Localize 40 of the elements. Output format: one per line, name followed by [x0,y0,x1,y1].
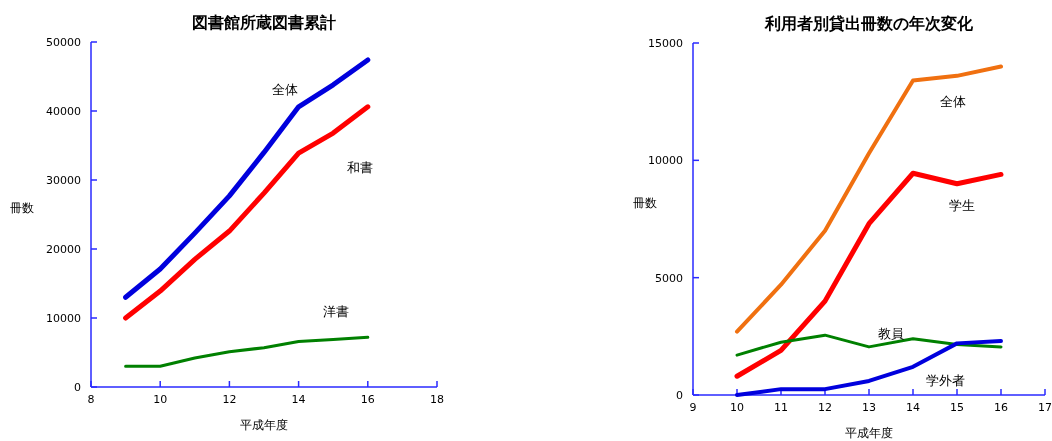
y-tick-label: 5000 [655,271,683,285]
y-tick-label: 40000 [46,105,81,118]
x-tick-label: 12 [222,393,237,406]
x-tick-label: 14 [906,401,920,414]
series-label: 教員 [878,325,904,341]
x-tick-label: 10 [153,393,168,406]
y-axis-title: 冊数 [633,196,657,210]
series-label: 全体 [271,81,298,97]
line-series [124,335,370,368]
chart-title: 図書館所蔵図書累計 [192,13,336,32]
y-tick-label: 10000 [46,312,81,325]
x-tick-label: 12 [818,401,832,414]
y-tick-label: 0 [676,389,683,402]
series-label: 全体 [940,93,966,109]
text: 和書 [346,159,373,175]
x-axis-title: 平成年度 [845,426,893,440]
series-label: 洋書 [322,304,349,320]
x-tick-label: 10 [730,401,744,414]
chart-title: 利用者別貸出冊数の年次変化 [764,14,974,33]
x-tick-label: 16 [994,401,1008,414]
y-tick-label: 10000 [648,154,683,168]
x-axis-title: 平成年度 [240,418,288,432]
y-tick-label: 15000 [648,37,683,50]
y-tick-label: 20000 [46,243,81,256]
x-tick-label: 16 [360,393,375,406]
series-label: 学生 [949,198,975,214]
x-tick-label: 17 [1038,401,1052,414]
x-tick-label: 9 [689,401,697,414]
x-tick-label: 8 [87,393,95,406]
x-tick-label: 13 [862,401,876,414]
x-tick-label: 14 [291,393,306,406]
y-tick-label: 50000 [46,36,81,49]
line-series [735,339,1003,397]
series-label: 学外者 [925,372,965,388]
x-tick-label: 15 [950,401,964,414]
x-tick-label: 11 [774,401,788,414]
x-tick-label: 18 [430,393,444,406]
y-tick-label: 0 [74,381,81,394]
y-tick-label: 30000 [46,174,81,187]
y-axis-title: 冊数 [10,201,34,215]
